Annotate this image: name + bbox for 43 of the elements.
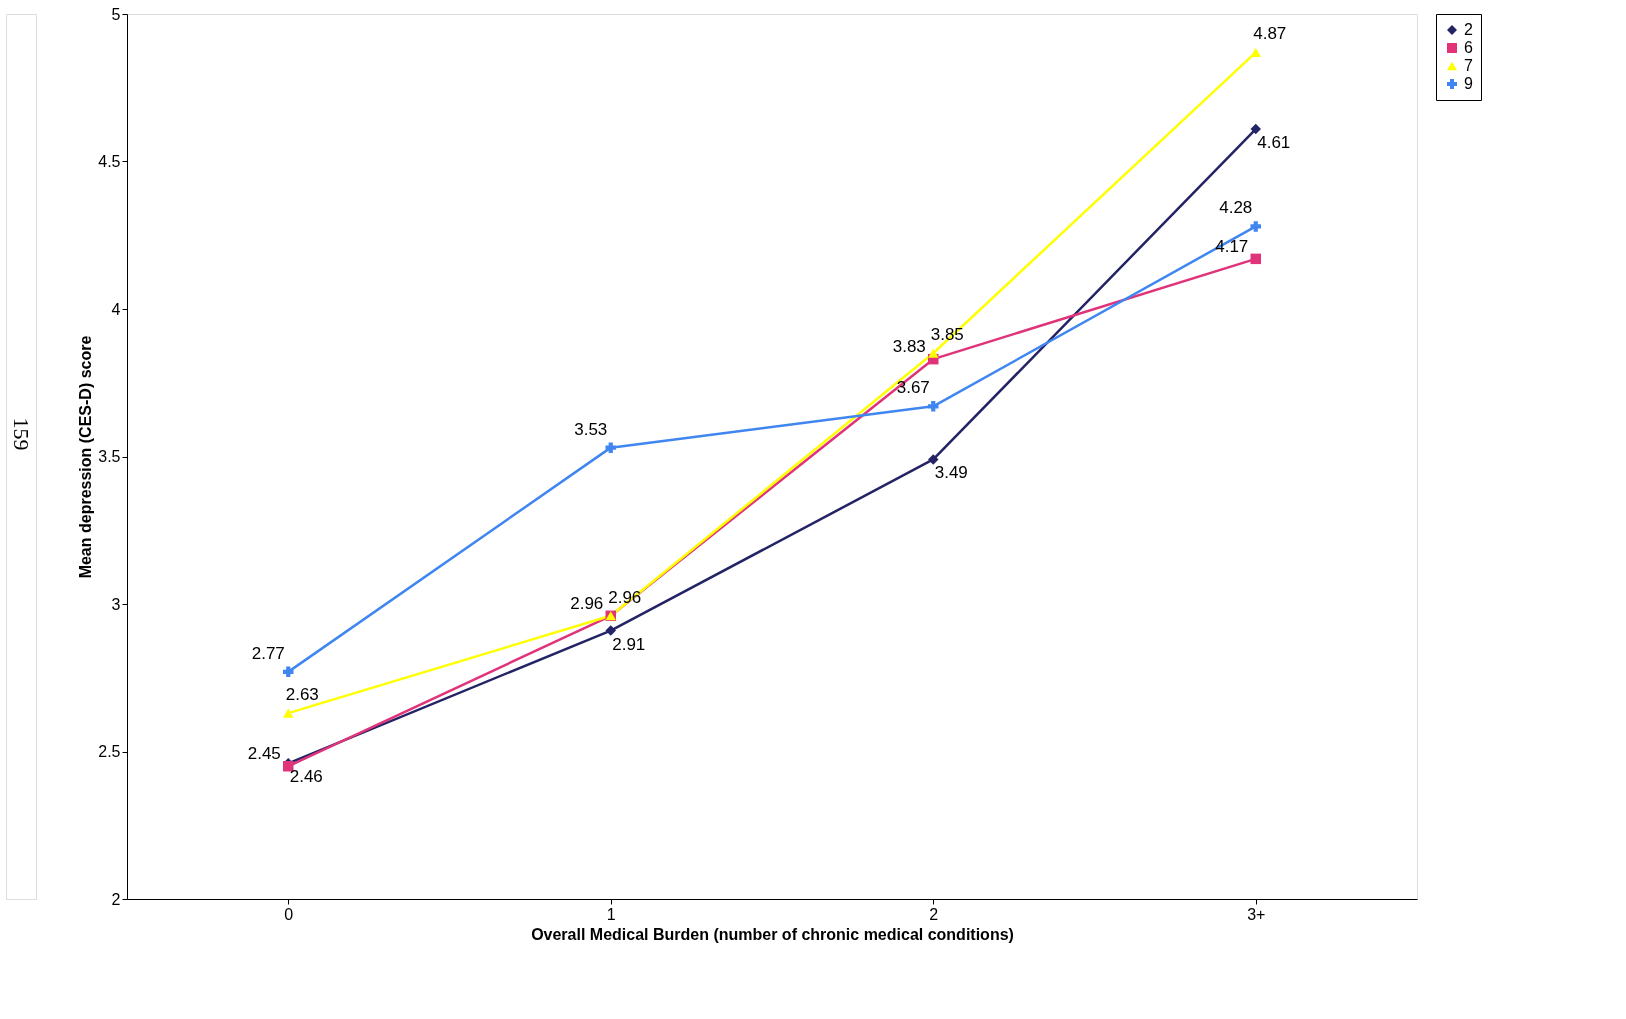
- x-tick-label: 3+: [1247, 905, 1266, 923]
- data-label: 2.46: [289, 767, 323, 787]
- data-label: 4.87: [1253, 24, 1287, 44]
- y-tick-label: 3: [111, 595, 121, 613]
- y-tick-label: 4: [111, 300, 121, 318]
- legend-label: 9: [1464, 75, 1473, 92]
- point: [283, 666, 294, 678]
- data-label: 4.28: [1219, 198, 1253, 218]
- y-axis-title: Mean depression (CES-D) score: [77, 335, 95, 579]
- y-tick-label: 5: [111, 5, 121, 23]
- y-tick-label: 3.5: [98, 448, 121, 465]
- x-tick-label: 2: [929, 905, 939, 923]
- point: [1250, 123, 1261, 135]
- data-label: 2.63: [285, 685, 319, 705]
- x-axis-title: Overall Medical Burden (number of chronic medical conditions): [531, 925, 1014, 943]
- y-tick-label: 2.5: [98, 743, 121, 760]
- data-label: 2.77: [251, 643, 285, 663]
- legend-label: 6: [1464, 39, 1473, 56]
- point: [605, 625, 616, 636]
- data-label: 2.45: [247, 744, 281, 764]
- x-tick-label: 1: [606, 905, 616, 923]
- data-label: 4.17: [1215, 236, 1249, 256]
- point: [1250, 253, 1261, 265]
- point: [605, 442, 616, 453]
- data-label: 4.61: [1257, 133, 1291, 153]
- data-label: 3.67: [896, 378, 930, 398]
- data-label: 3.53: [574, 419, 608, 439]
- point: [283, 708, 294, 718]
- point: [928, 348, 939, 358]
- data-label: 3.49: [934, 463, 968, 483]
- y-tick-label: 2: [111, 890, 121, 908]
- point: [928, 401, 939, 412]
- legend-label: 7: [1464, 57, 1473, 74]
- data-label: 2.91: [612, 634, 646, 654]
- data-label: 3.83: [892, 337, 926, 357]
- point: [928, 454, 939, 465]
- y-tick-label: 4.5: [98, 153, 121, 170]
- x-tick-label: 0: [284, 905, 294, 923]
- legend-label: 2: [1464, 21, 1473, 38]
- point: [1250, 47, 1261, 57]
- text: 159: [9, 417, 34, 451]
- data-label: 2.96: [570, 593, 604, 613]
- point: [1250, 221, 1261, 232]
